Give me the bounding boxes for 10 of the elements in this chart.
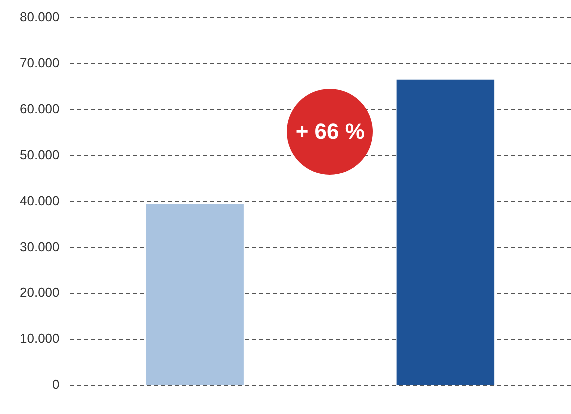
y-tick-label: 0	[52, 377, 60, 392]
y-tick-label: 10.000	[20, 331, 60, 346]
y-tick-label: 40.000	[20, 193, 60, 208]
y-tick-label: 30.000	[20, 239, 60, 254]
y-tick-label: 20.000	[20, 285, 60, 300]
y-tick-label: 50.000	[20, 147, 60, 162]
y-tick-label: 70.000	[20, 55, 60, 70]
y-tick-label: 80.000	[20, 9, 60, 24]
circle-badge: + 66 %	[287, 88, 374, 175]
y-tick-label: 60.000	[20, 101, 60, 116]
